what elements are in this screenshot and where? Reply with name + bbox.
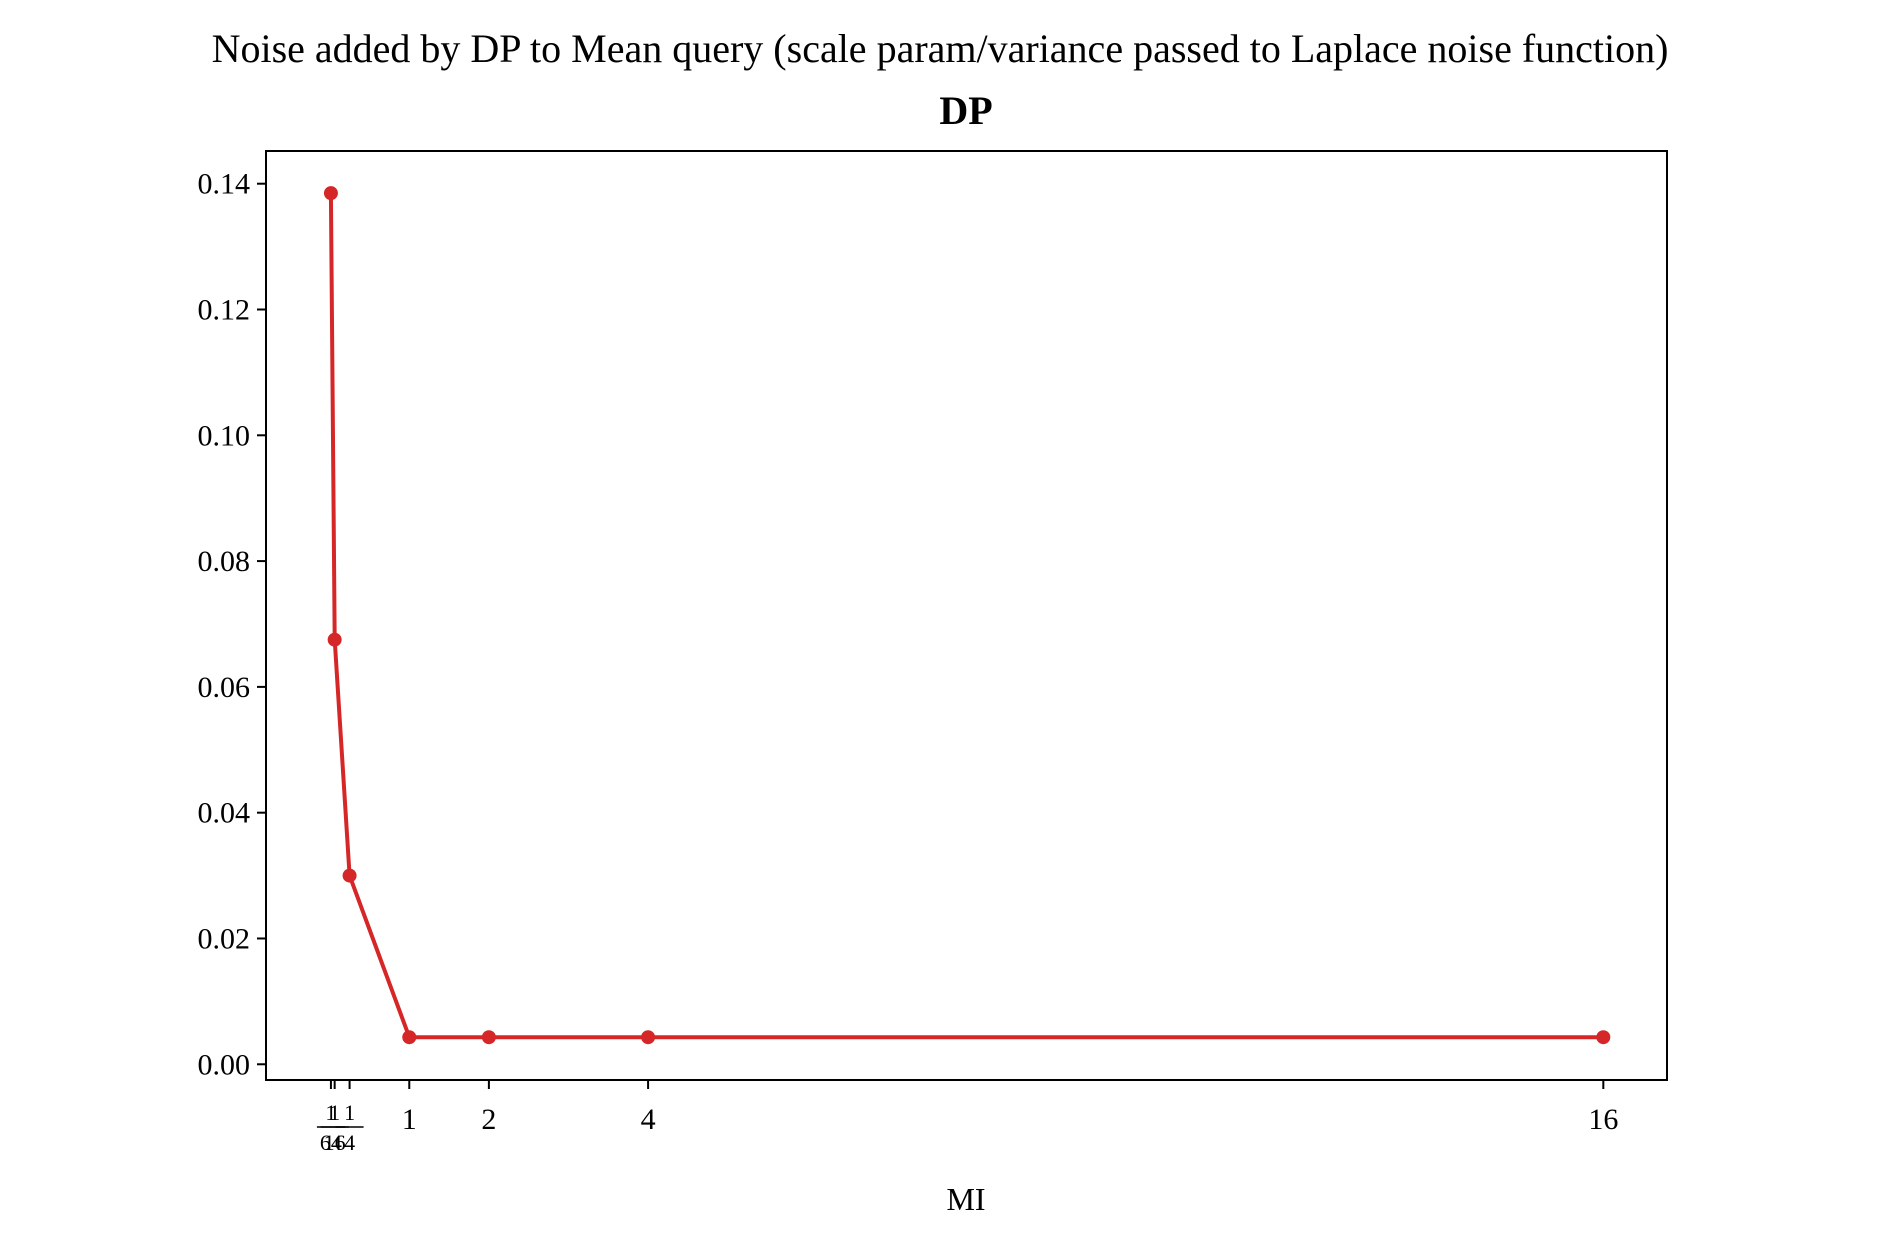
data-point	[481, 1030, 496, 1045]
x-tick-label-denominator: 64	[320, 1130, 342, 1155]
y-tick-label: 0.04	[198, 797, 251, 830]
y-tick-label: 0.10	[198, 419, 251, 452]
x-tick-label-denominator: 4	[344, 1130, 355, 1155]
x-tick-label-numerator: 1	[325, 1100, 336, 1125]
y-tick-label: 0.12	[198, 294, 251, 327]
axes-frame	[265, 150, 1668, 1081]
data-point	[327, 632, 342, 647]
x-tick-label-numerator: 1	[329, 1100, 340, 1125]
data-point	[1596, 1030, 1611, 1045]
chart-title: DP	[939, 88, 992, 133]
y-tick-label: 0.08	[198, 545, 251, 578]
x-tick-label-fraction: 14	[335, 1100, 364, 1155]
figure-suptitle: Noise added by DP to Mean query (scale p…	[212, 26, 1669, 71]
x-axis-label: MI	[946, 1181, 985, 1217]
x-tick-label: 1	[402, 1103, 417, 1136]
y-tick-label: 0.14	[198, 168, 251, 201]
x-tick-label-denominator: 16	[324, 1130, 346, 1155]
x-tick-label: 16	[1588, 1103, 1618, 1136]
x-tick-label-numerator: 1	[344, 1100, 355, 1125]
y-tick-label: 0.00	[198, 1048, 251, 1081]
y-tick-label: 0.06	[198, 671, 251, 704]
data-point	[641, 1030, 656, 1045]
x-tick-label: 4	[641, 1103, 656, 1136]
y-tick-label: 0.02	[198, 922, 251, 955]
x-tick-label: 2	[481, 1103, 496, 1136]
data-point	[323, 186, 338, 201]
series-line	[328, 193, 1604, 1040]
y-axis: 0.00 0.02 0.04 0.06 0.08 0.10 0.12 0.14	[198, 168, 266, 1081]
data-point	[402, 1030, 417, 1045]
series-layer	[323, 186, 1611, 1045]
plot-area: 0.000.020.040.060.080.100.120.14 1641161…	[198, 150, 1668, 1155]
data-point	[342, 868, 357, 883]
